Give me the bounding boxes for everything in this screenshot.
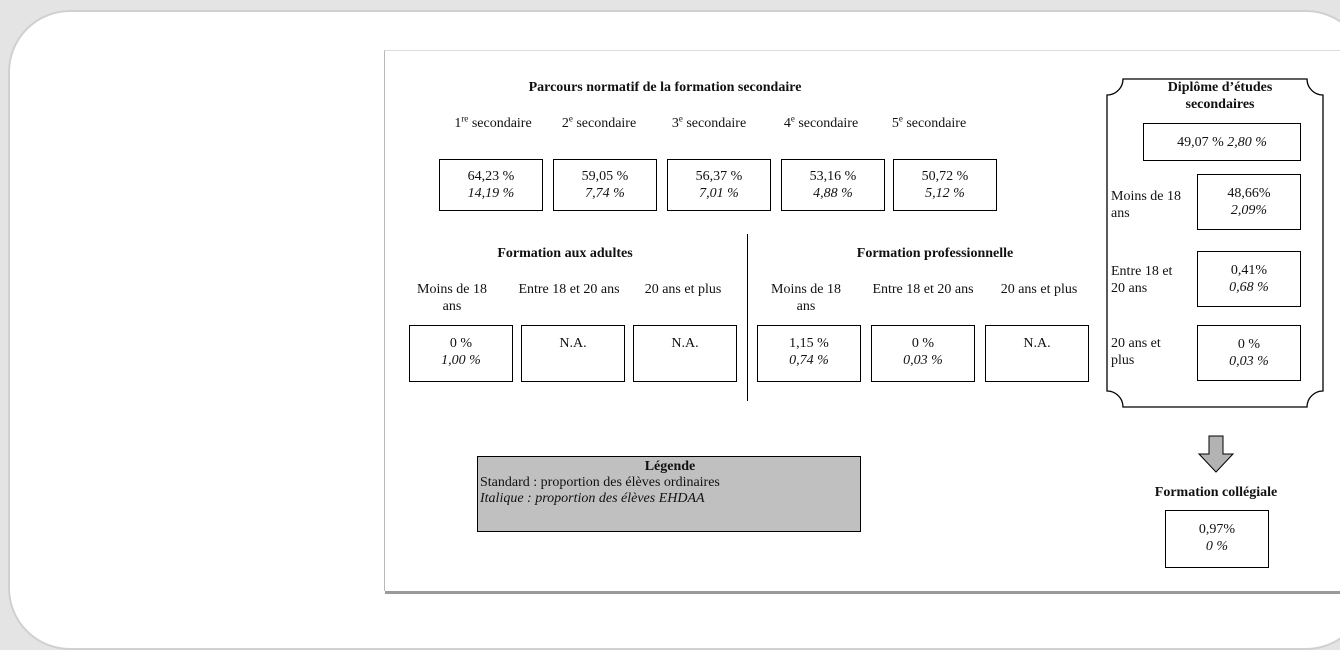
adults-group-label-2: Entre 18 et 20 ans <box>518 282 620 297</box>
level-box-1: 64,23 % 14,19 % <box>439 159 543 211</box>
adults-title: Formation aux adultes <box>497 246 633 261</box>
professional-box-1: 1,15 % 0,74 % <box>757 325 861 382</box>
legend-standard: Standard : proportion des élèves ordinai… <box>480 475 720 490</box>
flow-diagram: Parcours normatif de la formation second… <box>384 50 1340 591</box>
adults-group-label-3: 20 ans et plus <box>644 282 722 297</box>
adults-box-2: N.A. <box>521 325 625 382</box>
legend-title: Légende <box>644 459 696 474</box>
level-box-3: 56,37 % 7,01 % <box>667 159 771 211</box>
professional-box-2: 0 % 0,03 % <box>871 325 975 382</box>
professional-title: Formation professionnelle <box>856 246 1014 261</box>
diploma-group-label-1: Moins de 18 ans <box>1111 189 1181 221</box>
level-box-5: 50,72 % 5,12 % <box>893 159 997 211</box>
professional-box-3: N.A. <box>985 325 1089 382</box>
level-box-4: 53,16 % 4,88 % <box>781 159 885 211</box>
professional-group-label-1: Moins de 18 ans <box>771 282 841 314</box>
level-label-4: 4e secondaire <box>783 113 859 131</box>
down-arrow-icon <box>1197 435 1235 473</box>
secondary-title: Parcours normatif de la formation second… <box>528 80 802 95</box>
professional-group-label-2: Entre 18 et 20 ans <box>872 282 974 297</box>
diploma-title: Diplôme d’études secondaires <box>1167 80 1273 112</box>
level-label-1: 1re secondaire <box>454 113 532 131</box>
college-box: 0,97% 0 % <box>1165 510 1269 568</box>
diploma-total-box: 49,07 % 2,80 % <box>1143 123 1301 161</box>
diploma-box-2: 0,41% 0,68 % <box>1197 251 1301 307</box>
diploma-box-3: 0 % 0,03 % <box>1197 325 1301 381</box>
diploma-box-1: 48,66% 2,09% <box>1197 174 1301 230</box>
level-box-2: 59,05 % 7,74 % <box>553 159 657 211</box>
section-divider <box>747 234 748 401</box>
college-title: Formation collégiale <box>1154 485 1278 500</box>
professional-group-label-3: 20 ans et plus <box>1000 282 1078 297</box>
level-label-2: 2e secondaire <box>561 113 637 131</box>
diploma-group-label-2: Entre 18 et 20 ans <box>1111 264 1173 296</box>
diploma-group-label-3: 20 ans et plus <box>1111 336 1161 368</box>
adults-box-3: N.A. <box>633 325 737 382</box>
level-label-5: 5e secondaire <box>891 113 967 131</box>
legend-box: Légende Standard : proportion des élèves… <box>477 456 861 532</box>
adults-box-1: 0 % 1,00 % <box>409 325 513 382</box>
adults-group-label-1: Moins de 18 ans <box>417 282 487 314</box>
legend-italic: Italique : proportion des élèves EHDAA <box>480 491 705 506</box>
level-label-3: 3e secondaire <box>671 113 747 131</box>
